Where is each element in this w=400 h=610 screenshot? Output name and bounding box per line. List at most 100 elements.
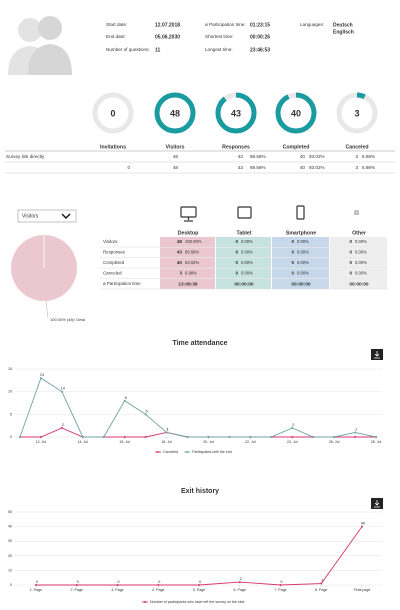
point bbox=[361, 525, 363, 528]
value-label: 0 bbox=[199, 579, 202, 584]
cell-percent: 93.02% bbox=[185, 260, 199, 265]
column-header: Other bbox=[352, 230, 366, 236]
x-tick-label: 14. Jul bbox=[78, 440, 89, 444]
table-cell: 43 bbox=[238, 165, 244, 170]
cell-count: 0 bbox=[235, 239, 238, 244]
row-label: Completed bbox=[103, 260, 125, 265]
kpi-value: 3 bbox=[354, 108, 359, 118]
cell-percent: 0.00% bbox=[241, 239, 253, 244]
cell-time: 00:00:00 bbox=[349, 281, 369, 287]
cell-time: 13:09:36 bbox=[178, 281, 198, 287]
cell-count: 0 bbox=[291, 250, 294, 255]
cell-bg bbox=[216, 237, 271, 247]
value-label: 2 bbox=[240, 576, 243, 581]
row-label: Visitors bbox=[103, 239, 118, 244]
download-button[interactable] bbox=[371, 498, 383, 509]
x-tick-label: 12. Jul bbox=[36, 440, 47, 444]
y-tick-label: 0 bbox=[10, 583, 12, 587]
cell-count: 0 bbox=[349, 250, 352, 255]
value-label: 2 bbox=[292, 422, 295, 427]
table-cell: Survey link directly bbox=[6, 154, 45, 159]
legend-label: Number of participants who have left the… bbox=[150, 600, 245, 604]
point bbox=[375, 436, 377, 438]
x-tick-label: 7. Page bbox=[274, 588, 286, 592]
kpi-label: Canceled bbox=[345, 144, 368, 150]
ring-track bbox=[92, 92, 134, 134]
x-tick-label: 2. Page bbox=[71, 588, 83, 592]
point bbox=[60, 390, 63, 393]
cell-count: 0 bbox=[349, 260, 352, 265]
y-tick-label: 10 bbox=[8, 390, 12, 394]
cell-bg bbox=[330, 247, 387, 258]
point bbox=[39, 377, 42, 380]
cell-percent: 0.00% bbox=[297, 239, 309, 244]
ring-progress bbox=[336, 92, 378, 134]
download-button[interactable] bbox=[371, 349, 383, 360]
table-cell: 93.02% bbox=[309, 165, 325, 170]
x-tick-label: 1. Page bbox=[30, 588, 42, 592]
y-tick-label: 20 bbox=[8, 554, 12, 558]
point bbox=[291, 426, 294, 429]
cell-bg bbox=[330, 258, 387, 268]
value-label: 1 bbox=[321, 578, 324, 583]
chart-title: Time attendance bbox=[172, 340, 227, 347]
value-label: 0 bbox=[77, 579, 80, 584]
table-cell: 48 bbox=[173, 165, 179, 170]
value-label: 0 bbox=[36, 579, 39, 584]
legend-dot bbox=[144, 601, 146, 603]
cell-bg bbox=[160, 247, 215, 258]
x-tick-label: 24. Jul bbox=[287, 440, 298, 444]
cell-bg bbox=[330, 268, 387, 279]
y-tick-label: 30 bbox=[8, 539, 12, 543]
x-tick-label: 28. Jul bbox=[371, 440, 382, 444]
cell-percent: 0.00% bbox=[297, 250, 309, 255]
point bbox=[19, 436, 21, 438]
point bbox=[354, 436, 357, 438]
legend-label: Participated until the end bbox=[192, 450, 232, 454]
cell-bg bbox=[160, 237, 215, 247]
cell-percent: 0.00% bbox=[297, 271, 309, 276]
avatar bbox=[8, 16, 72, 75]
cell-time: 00:00:00 bbox=[291, 281, 311, 287]
point bbox=[39, 436, 42, 438]
field-value: 05.06.2030 bbox=[155, 34, 180, 40]
point bbox=[207, 436, 210, 438]
cell-bg bbox=[330, 237, 387, 247]
cell-percent: 0.00% bbox=[241, 250, 253, 255]
value-label: 0 bbox=[117, 579, 120, 584]
field-label: ø Participation time: bbox=[205, 22, 246, 27]
field-value: 12.07.2018 bbox=[155, 22, 180, 28]
point bbox=[116, 584, 119, 586]
point bbox=[35, 584, 37, 586]
point bbox=[198, 584, 200, 586]
y-tick-label: 0 bbox=[10, 435, 12, 439]
x-tick-label: 26. Jul bbox=[329, 440, 340, 444]
point bbox=[102, 436, 105, 438]
cell-count: 0 bbox=[349, 239, 352, 244]
point bbox=[249, 436, 252, 438]
column-header: Tablet bbox=[237, 230, 252, 236]
point bbox=[228, 436, 231, 438]
point bbox=[279, 584, 282, 586]
table-cell: 3 bbox=[355, 154, 358, 159]
legend-dot bbox=[186, 451, 189, 453]
table-cell: 0 bbox=[127, 165, 130, 170]
value-label: 1 bbox=[355, 427, 358, 432]
x-tick-label: 20. Jul bbox=[203, 440, 214, 444]
series-line bbox=[19, 377, 377, 438]
y-tick-label: 5 bbox=[10, 412, 12, 416]
cell-count: 0 bbox=[291, 271, 294, 276]
cell-count: 0 bbox=[235, 260, 238, 265]
point bbox=[60, 426, 63, 429]
table-cell: 89.58% bbox=[250, 165, 266, 170]
field-label: Longest time: bbox=[205, 47, 233, 52]
field-value: 23:46:53 bbox=[250, 47, 270, 53]
select-box[interactable]: Visitors bbox=[17, 209, 77, 223]
select-value[interactable]: Visitors bbox=[22, 213, 39, 219]
point bbox=[354, 431, 357, 434]
cell-percent: 0.00% bbox=[241, 271, 253, 276]
point bbox=[270, 436, 273, 438]
column-header: Smartphone bbox=[286, 230, 316, 236]
cell-bg bbox=[160, 268, 215, 279]
value-label: 40 bbox=[361, 521, 366, 526]
